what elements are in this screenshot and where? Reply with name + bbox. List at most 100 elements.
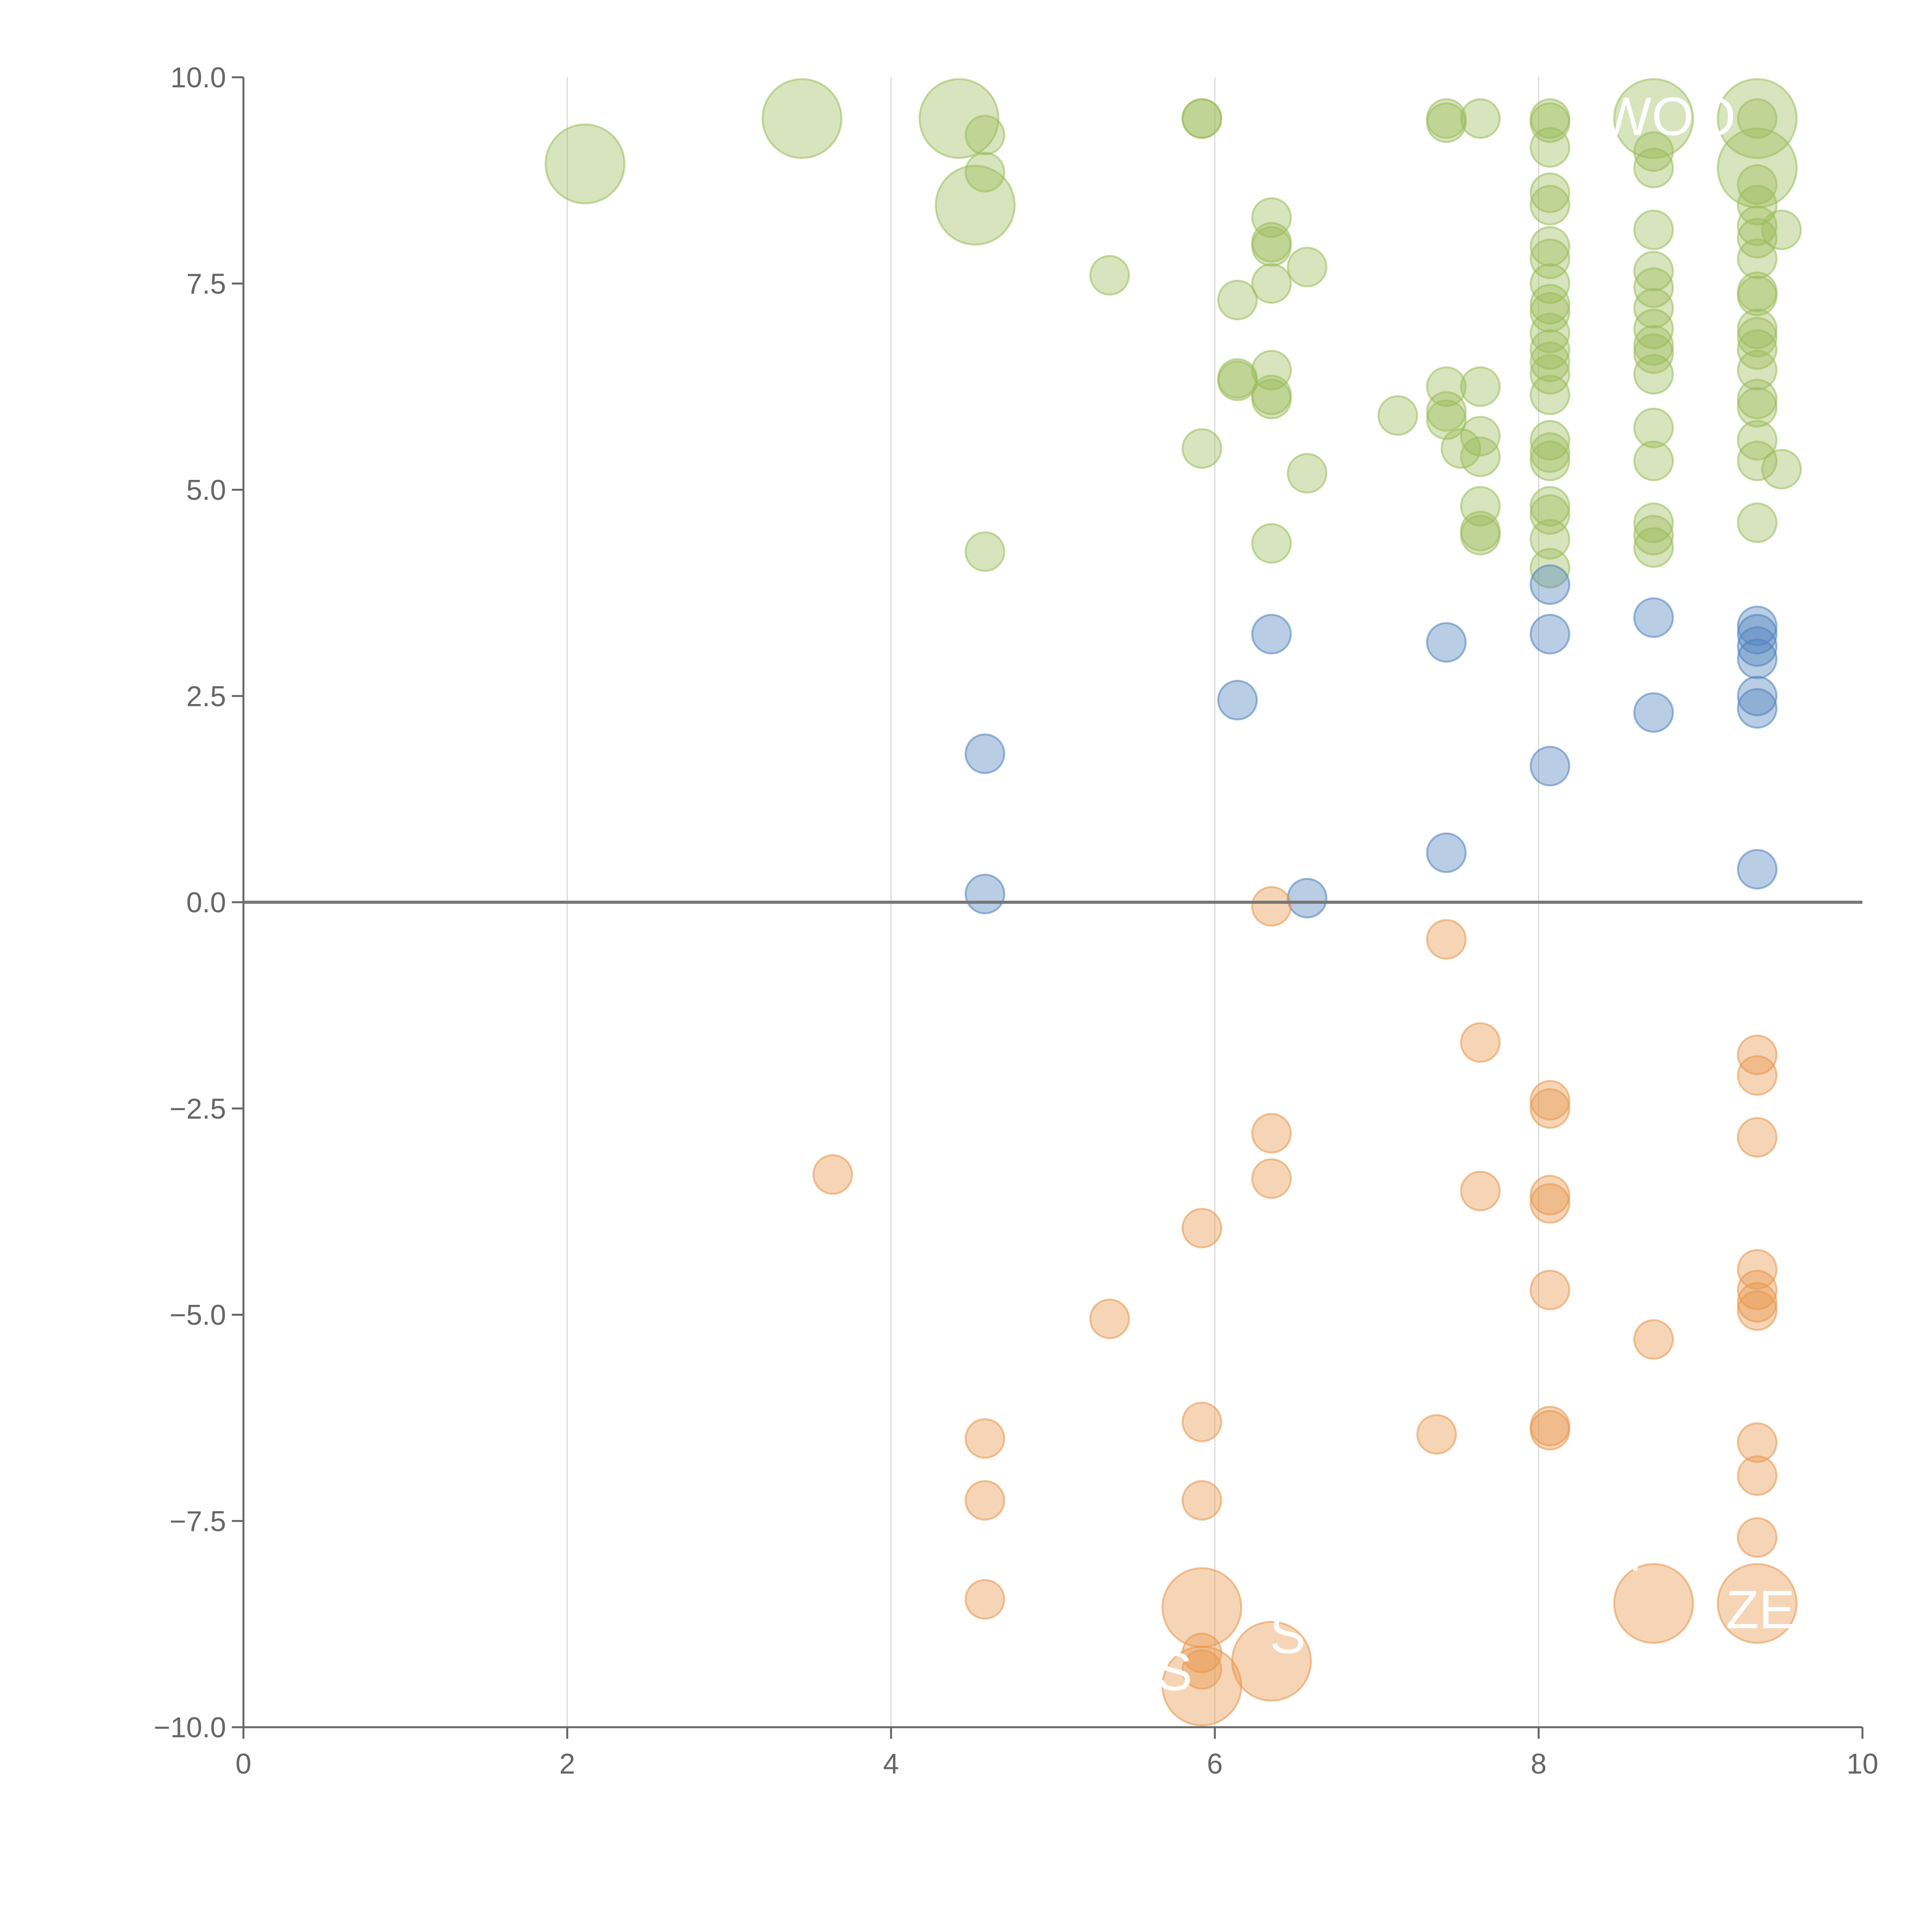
x-tick-label: 10 <box>1847 1748 1878 1780</box>
bubble-high <box>1529 494 1570 535</box>
x-tick-label: 6 <box>1207 1748 1223 1780</box>
y-tick-label: 5.0 <box>186 474 226 506</box>
bubble-low <box>1529 614 1570 655</box>
bubble-low <box>1529 746 1570 787</box>
bubble-high <box>1737 502 1778 543</box>
bubble-high <box>1251 523 1292 564</box>
bubble-high <box>1717 78 1798 159</box>
bubble-high <box>1287 247 1328 287</box>
bubble-high <box>1737 98 1778 139</box>
y-tick-label: −5.0 <box>170 1299 226 1331</box>
bubble-high <box>1633 267 1674 308</box>
bubble-label: S <box>1156 1641 1192 1702</box>
bubble-low <box>1737 605 1778 646</box>
bubble-negative <box>964 1418 1005 1459</box>
bubble-high <box>1460 416 1501 457</box>
y-tick-label: −10.0 <box>154 1711 226 1743</box>
bubble-high <box>1737 317 1778 358</box>
bubble-high <box>1287 453 1328 494</box>
bubble-high <box>1737 238 1778 279</box>
bubble-low <box>1529 564 1570 605</box>
bubble-low <box>1633 597 1674 638</box>
axes: 10.0 7.5 5.0 2.5 0.0 −2.5 −5.0 −7.5 −10.0 0 2 4 6 8 10 <box>154 61 1878 1780</box>
bubble-high <box>1529 263 1570 304</box>
bubble-low <box>1737 849 1778 890</box>
bubble-negative <box>1529 1410 1570 1451</box>
bubble-high <box>1633 148 1674 189</box>
bubble-negative <box>1231 1621 1312 1702</box>
bubble-high <box>1737 218 1778 259</box>
y-tick-label: −2.5 <box>170 1093 226 1125</box>
y-tick-label: 10.0 <box>170 61 226 94</box>
bubble-high <box>1633 502 1674 543</box>
x-tick-label: 0 <box>235 1748 251 1780</box>
bubble-high <box>1737 276 1778 316</box>
bubble-high <box>1529 420 1570 461</box>
bubble-high <box>1426 102 1467 143</box>
bubble-low <box>1737 626 1778 667</box>
bubble-high <box>964 531 1005 572</box>
bubble-low <box>964 874 1005 915</box>
bubble-negative <box>1613 1563 1694 1644</box>
bubble-negative <box>1633 1319 1674 1360</box>
bubble-high <box>1529 292 1570 333</box>
bubble-negative <box>1529 1088 1570 1129</box>
bubble-high <box>1737 185 1778 226</box>
bubble-high <box>1529 354 1570 395</box>
bubble-high <box>1633 209 1674 250</box>
bubble-high <box>1761 209 1802 250</box>
bubble-high <box>1426 366 1467 407</box>
bubble-high <box>1633 354 1674 395</box>
bubble-high <box>1460 98 1501 139</box>
y-tick-label: 2.5 <box>186 680 226 712</box>
bubble-negative <box>1251 886 1292 927</box>
bubble-high <box>964 114 1005 155</box>
y-tick-label: 0.0 <box>186 886 226 918</box>
bubble-high <box>1181 428 1222 469</box>
bubble-low <box>1251 614 1292 655</box>
bubble-low <box>1426 622 1467 663</box>
bubble-negative <box>1181 1633 1222 1673</box>
bubble-negative <box>1529 1269 1570 1310</box>
bubble-high <box>1217 361 1258 401</box>
bubble-low <box>1737 688 1778 729</box>
bubble-high <box>1633 440 1674 481</box>
bubble-high <box>1529 226 1570 267</box>
bubble-high <box>1529 440 1570 481</box>
bubble-high <box>1529 238 1570 279</box>
bubble-negative <box>1529 1175 1570 1216</box>
bubble-high <box>1737 308 1778 349</box>
bubble-high <box>1217 279 1258 320</box>
bubble-low <box>1633 692 1674 733</box>
bubble-high <box>1633 333 1674 374</box>
bubble-negative <box>1251 1158 1292 1199</box>
bubble-high <box>1737 329 1778 370</box>
bubble-high <box>1737 379 1778 420</box>
bubble-negative <box>1460 1022 1501 1063</box>
bubble-label: ZEO <box>1726 1579 1837 1640</box>
x-tick-label: 8 <box>1531 1748 1546 1780</box>
bubble-high <box>1529 185 1570 226</box>
bubble-high <box>1529 102 1570 143</box>
bubble-high <box>1529 486 1570 527</box>
bubble-high <box>1460 486 1501 527</box>
bubble-high <box>1377 395 1418 436</box>
y-tick-label: 7.5 <box>186 268 226 300</box>
bubble-low <box>1287 878 1328 918</box>
bubble-negative <box>1717 1563 1798 1644</box>
bubble-high <box>1529 342 1570 383</box>
bubble-low <box>1737 675 1778 716</box>
bubble-negative <box>1251 1113 1292 1154</box>
bubble-high <box>1251 263 1292 304</box>
bubble-high <box>1633 288 1674 329</box>
bubble-negative <box>1737 1422 1778 1463</box>
bubble-high <box>762 78 843 159</box>
bubble-high <box>964 152 1005 193</box>
bubbles <box>544 78 1802 1726</box>
bubble-negative <box>1181 1401 1222 1442</box>
bubble-high <box>1460 436 1501 477</box>
x-tick-label: 2 <box>559 1748 575 1780</box>
bubble-label: M <box>1597 1521 1642 1582</box>
bubble-negative <box>1460 1170 1501 1211</box>
bubble-high <box>544 123 626 204</box>
